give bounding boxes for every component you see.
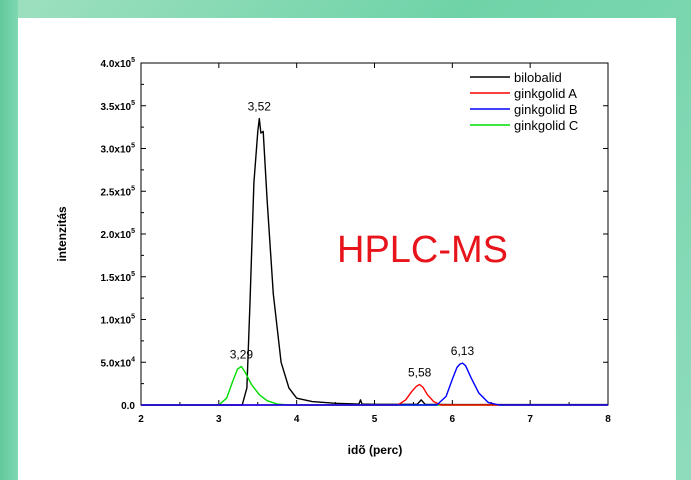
y-tick-exponent: 5	[131, 228, 135, 235]
y-tick-label: 2.0x105	[101, 228, 136, 241]
y-tick-mantissa: 0.0	[121, 401, 135, 412]
y-tick-exponent: 5	[131, 57, 135, 64]
y-tick-exponent: 5	[131, 100, 135, 107]
y-tick-mantissa: 3.0x10	[101, 145, 132, 156]
x-tick-label: 3	[216, 414, 222, 425]
y-tick-mantissa: 1.5x10	[101, 273, 132, 284]
legend-label: ginkgolid C	[514, 118, 578, 133]
x-axis-title: idõ (perc)	[348, 443, 403, 457]
y-tick-mantissa: 5.0x10	[101, 358, 132, 369]
series-line-ginkgolid-a	[141, 383, 608, 406]
y-tick-exponent: 5	[131, 185, 135, 192]
x-tick-label: 4	[294, 414, 300, 425]
peak-label: 6,13	[451, 344, 475, 358]
slide-background-edge	[0, 0, 18, 480]
y-tick-exponent: 5	[131, 271, 135, 278]
hplc-ms-overlay-label: HPLC-MS	[337, 229, 508, 271]
x-tick-label: 5	[372, 414, 378, 425]
y-tick-mantissa: 3.5x10	[101, 102, 132, 113]
legend-label: ginkgolid B	[514, 102, 578, 117]
legend-label: bilobalid	[514, 70, 562, 85]
x-tick-label: 7	[527, 414, 533, 425]
x-tick-label: 8	[605, 414, 611, 425]
y-tick-label: 3.0x105	[101, 143, 136, 156]
y-axis-title: intenzitás	[55, 206, 69, 262]
y-tick-exponent: 5	[131, 314, 135, 321]
y-tick-label: 2.5x105	[101, 185, 136, 198]
y-tick-exponent: 5	[131, 143, 135, 150]
series-line-ginkgolid-b	[141, 362, 608, 406]
y-tick-label: 4.0x105	[101, 57, 136, 70]
y-tick-label: 1.5x105	[101, 271, 136, 284]
y-tick-mantissa: 2.5x10	[101, 187, 132, 198]
y-tick-label: 1.0x105	[101, 314, 136, 327]
y-tick-mantissa: 2.0x10	[101, 230, 132, 241]
peak-label: 5,58	[408, 365, 432, 379]
y-tick-label: 5.0x104	[101, 356, 136, 369]
y-tick-label: 3.5x105	[101, 100, 136, 113]
x-tick-label: 2	[138, 414, 144, 425]
y-tick-exponent: 4	[131, 356, 135, 363]
y-tick-mantissa: 4.0x10	[101, 59, 132, 70]
peak-label: 3,52	[248, 100, 272, 114]
y-tick-mantissa: 1.0x10	[101, 316, 132, 327]
y-tick-label: 0.0	[121, 401, 135, 412]
peak-annotations: 3,52 3,29 5,58 6,13	[230, 100, 475, 380]
x-tick-label: 6	[450, 414, 456, 425]
peak-label: 3,29	[230, 348, 254, 362]
legend-label: ginkgolid A	[514, 86, 577, 101]
series-line-ginkgolid-c	[141, 365, 608, 406]
series-group	[141, 117, 608, 406]
